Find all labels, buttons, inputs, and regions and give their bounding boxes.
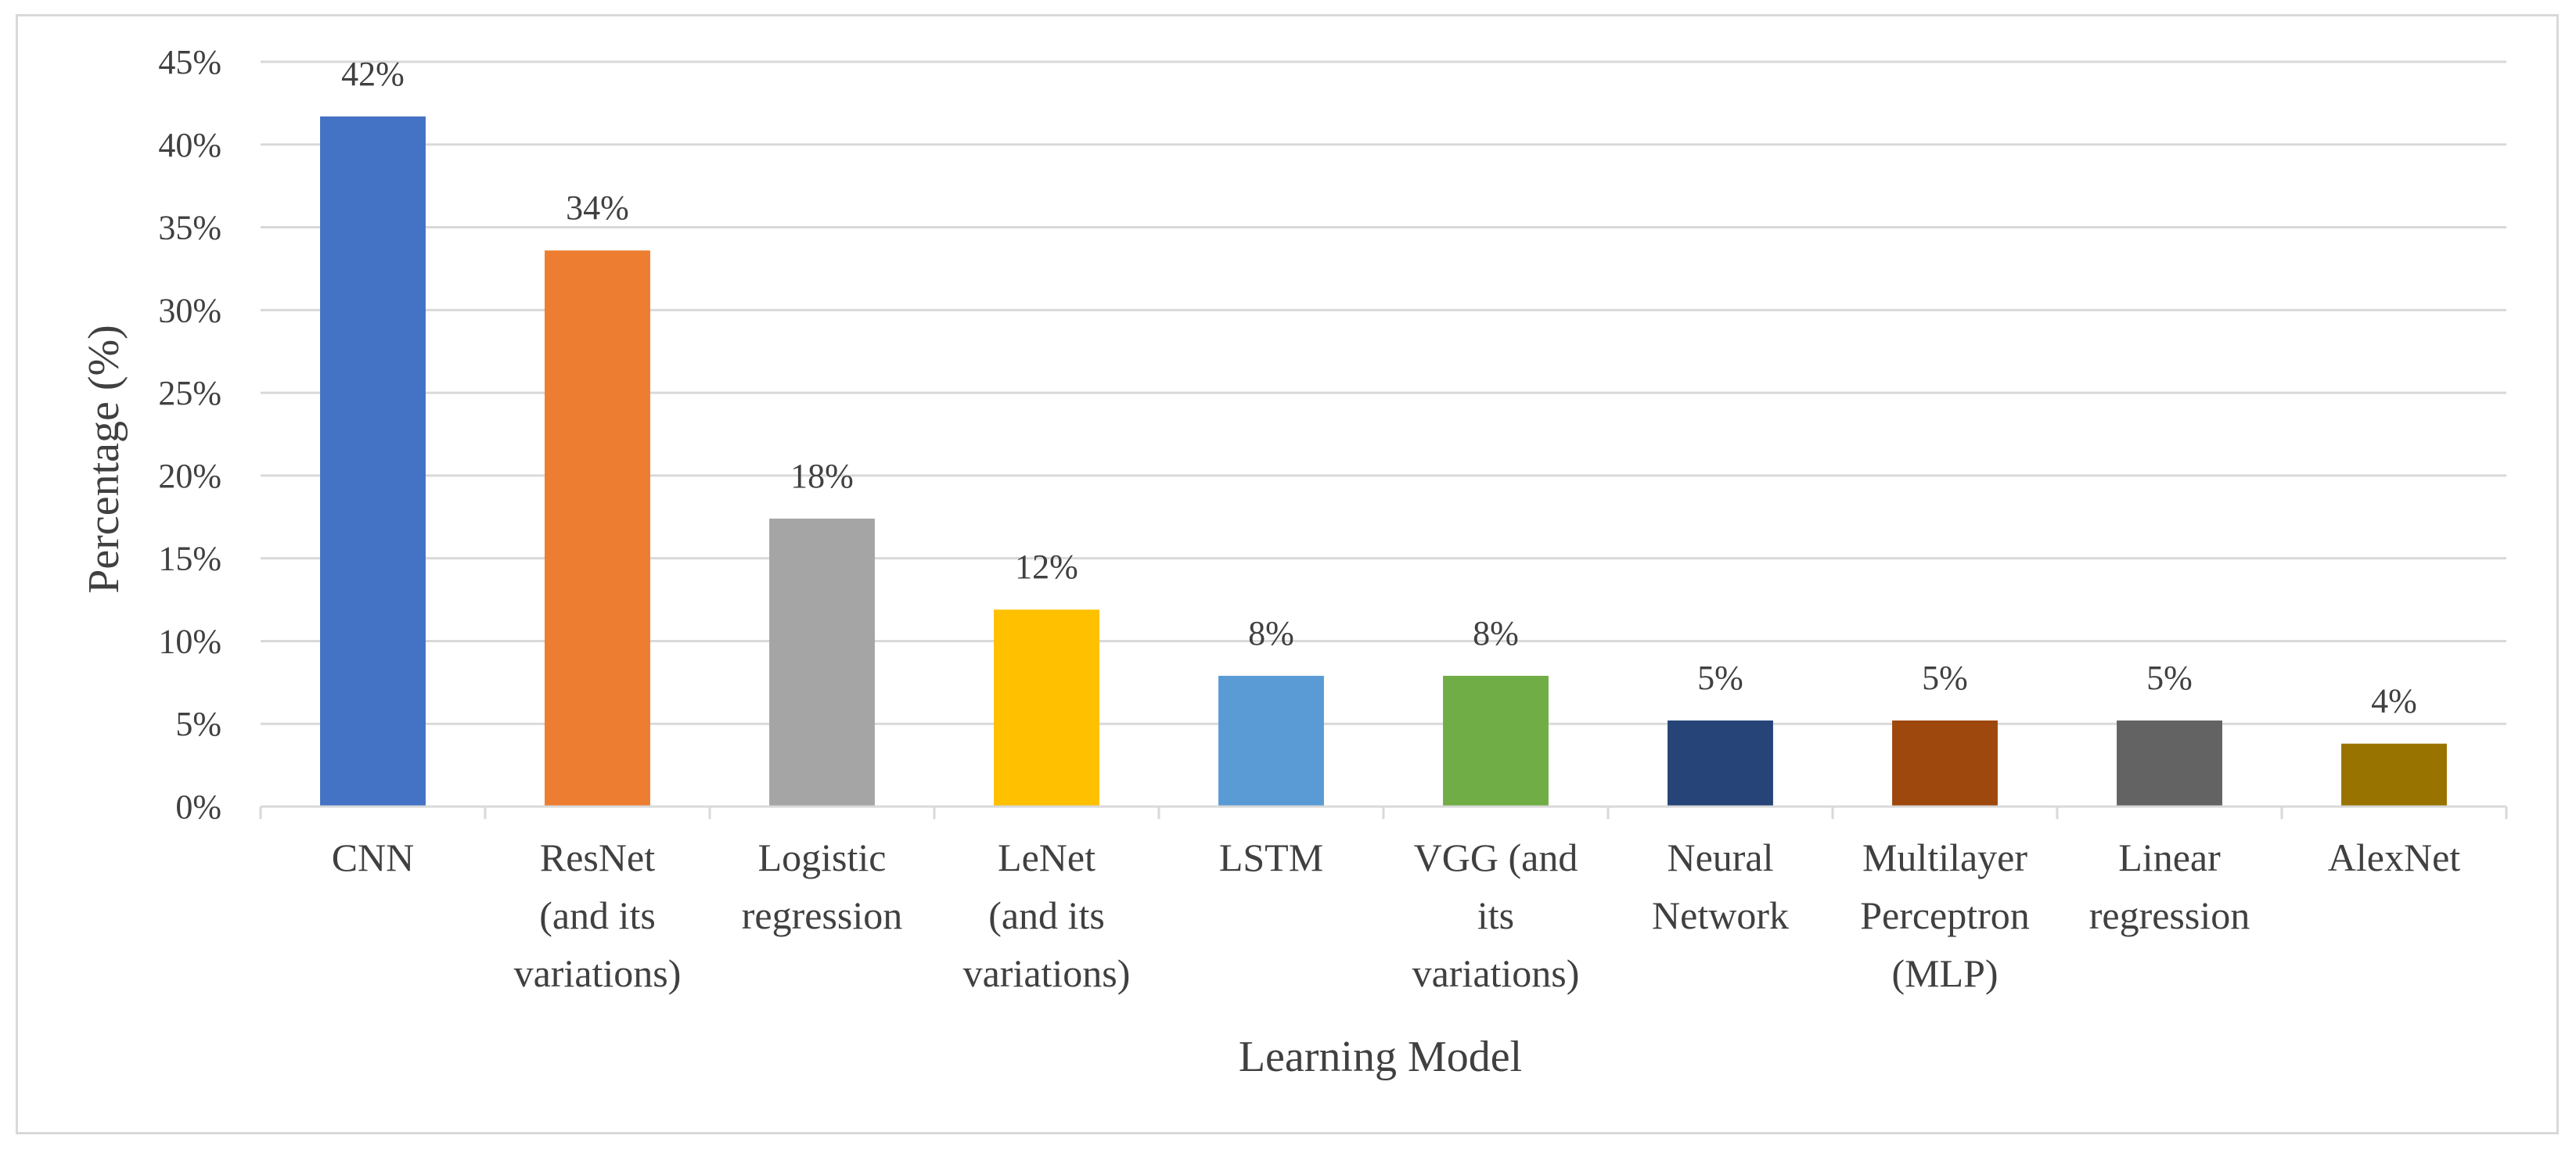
category-label: ResNet (and its variations) xyxy=(514,836,682,995)
y-tick-label: 30% xyxy=(158,291,221,329)
bar xyxy=(2341,743,2447,807)
x-axis-title: Learning Model xyxy=(1239,1033,1522,1081)
bar-chart: 0% 5% 10% 15% 20% 25% 30% 35% 40% 45% 42% CNN 34% Res… xyxy=(80,43,2508,1081)
category-label: Linear regression xyxy=(2089,836,2250,937)
data-label: 18% xyxy=(790,457,854,495)
category-label: Logistic regression xyxy=(742,836,903,937)
data-label: 8% xyxy=(1473,614,1519,652)
bar xyxy=(1443,675,1549,807)
bar xyxy=(1218,675,1324,807)
bar xyxy=(994,609,1099,807)
bar xyxy=(2117,720,2222,807)
y-axis-title: Percentage (%) xyxy=(80,325,128,594)
category-label: Multilayer Perceptron (MLP) xyxy=(1860,836,2030,995)
axes xyxy=(259,805,2508,819)
y-tick-label: 15% xyxy=(158,540,221,578)
category-label: LSTM xyxy=(1219,836,1323,879)
category-label: LeNet (and its variations) xyxy=(963,836,1131,995)
y-tick-label: 0% xyxy=(175,788,221,826)
bars xyxy=(320,116,2447,807)
data-label: 42% xyxy=(341,55,405,93)
category-label: AlexNet xyxy=(2328,836,2460,879)
y-tick-label: 20% xyxy=(158,457,221,495)
chart-frame: 0% 5% 10% 15% 20% 25% 30% 35% 40% 45% 42% CNN 34% Res… xyxy=(16,14,2559,1134)
data-label: 5% xyxy=(1922,659,1968,697)
y-tick-label: 25% xyxy=(158,374,221,412)
labels: 0% 5% 10% 15% 20% 25% 30% 35% 40% 45% 42% CNN 34% Res… xyxy=(158,43,2460,995)
bar xyxy=(1668,720,1773,807)
bar xyxy=(545,250,650,807)
category-label: CNN xyxy=(332,836,415,879)
category-label: Neural Network xyxy=(1652,836,1789,937)
y-tick-label: 45% xyxy=(158,43,221,81)
data-label: 5% xyxy=(1697,659,1743,697)
data-label: 4% xyxy=(2371,682,2417,721)
data-label: 12% xyxy=(1015,548,1078,586)
bar xyxy=(1892,720,1998,807)
y-tick-label: 40% xyxy=(158,126,221,164)
data-label: 5% xyxy=(2146,659,2193,697)
bar xyxy=(769,518,875,807)
data-label: 34% xyxy=(566,189,629,227)
category-label: VGG (and its variations) xyxy=(1412,836,1580,995)
y-tick-label: 10% xyxy=(158,622,221,660)
data-label: 8% xyxy=(1248,614,1294,652)
y-tick-label: 5% xyxy=(175,705,221,743)
y-tick-label: 35% xyxy=(158,209,221,247)
bar xyxy=(320,116,426,807)
